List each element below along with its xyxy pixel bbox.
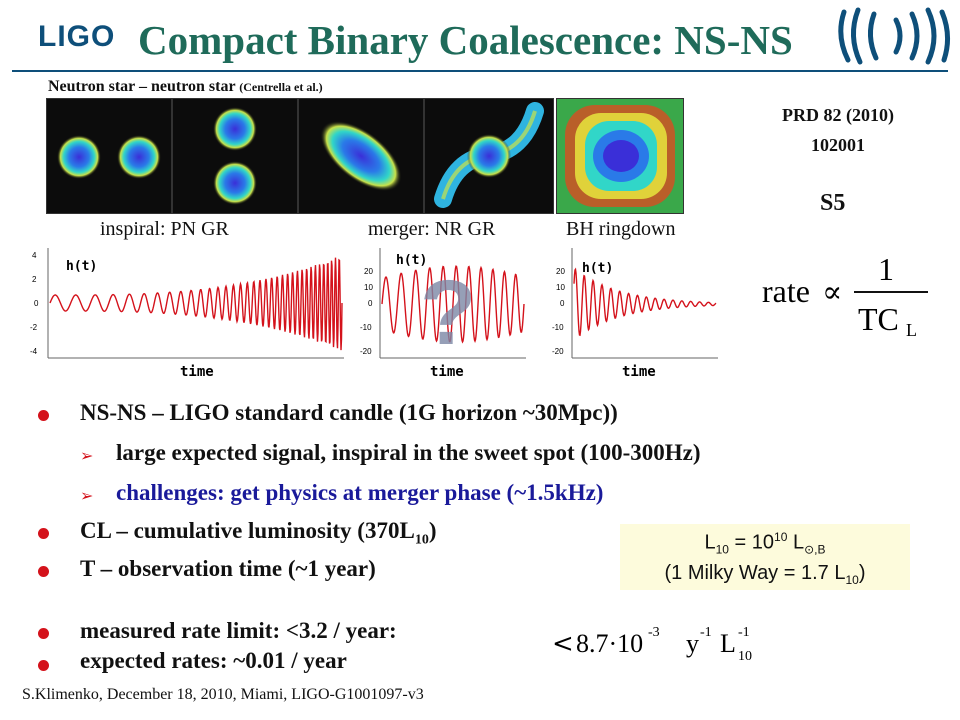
limit-unit-l-exp: -1 — [738, 625, 750, 640]
logo-text: LIGO — [38, 20, 116, 53]
less-than-icon: < — [552, 629, 574, 659]
l10-sub: 10 — [715, 542, 729, 557]
bullet-cl-sub: 10 — [414, 532, 429, 548]
question-mark-icon: ? — [420, 262, 476, 364]
tick-label: 4 — [32, 251, 37, 260]
inspiral-waveform-line — [49, 257, 343, 351]
bullet-dot — [38, 628, 49, 639]
simulation-caption-ref: (Centrella et al.) — [239, 80, 323, 94]
phase-label-merger: merger: NR GR — [368, 218, 496, 240]
bullet-dot — [38, 566, 49, 577]
limit-exponent: -3 — [648, 625, 660, 640]
bullet-observation-time: T – observation time (~1 year) — [80, 556, 376, 581]
rate-limit-formula: < 8.7·10 -3 y -1 L -1 10 — [552, 625, 752, 664]
tick-label: 2 — [32, 275, 37, 284]
run-label: S5 — [820, 190, 846, 216]
milky-way-tail: ) — [858, 562, 866, 584]
merger-waveform-plot: 20 10 0 -10 -20 h(t) ? time — [360, 242, 530, 382]
arrow-bullet-icon: ➢ — [80, 486, 94, 505]
merger-waveform-line — [381, 265, 525, 344]
tick-label: -2 — [30, 323, 38, 332]
milky-way-sub: 10 — [845, 573, 859, 587]
tick-label: -10 — [552, 323, 564, 332]
inspiral-waveform-plot: 4 2 0 -2 -4 h(t) time — [30, 242, 346, 382]
bullet-ns-ns: NS-NS – LIGO standard candle (1G horizon… — [80, 400, 618, 425]
bullet-dot — [38, 410, 49, 421]
sim-frame-3 — [298, 98, 424, 214]
arrow-bullet-icon: ➢ — [80, 446, 94, 465]
tick-label: 10 — [556, 283, 565, 292]
l10-definition-line-1: L10 = 1010 L⊙,B — [620, 530, 910, 557]
bullet-dot — [38, 528, 49, 539]
tick-label: -4 — [30, 347, 38, 356]
tick-label: 20 — [556, 267, 565, 276]
limit-unit-l: L — [720, 629, 736, 658]
tick-label: -20 — [360, 347, 372, 356]
bullet-cl: CL – cumulative luminosity (370L10) — [80, 518, 436, 549]
sim-frame-5 — [556, 98, 684, 214]
title-rule — [12, 70, 948, 72]
tick-label: 0 — [560, 299, 565, 308]
simulation-caption: Neutron star – neutron star (Centrella e… — [48, 78, 323, 96]
ringdown-waveform-line — [573, 267, 717, 337]
l10-solar-sub: ⊙,B — [804, 542, 826, 557]
tick-label: 0 — [34, 299, 39, 308]
tick-label: 10 — [364, 283, 373, 292]
rate-formula-subscript: L — [906, 320, 917, 338]
bullet-dot — [38, 660, 49, 671]
sim-frame-4 — [424, 98, 554, 214]
bullet-expected-signal: large expected signal, inspiral in the s… — [116, 440, 701, 465]
bullet-challenges: challenges: get physics at merger phase … — [116, 480, 604, 505]
bullet-cl-text: CL – cumulative luminosity (370L — [80, 518, 415, 543]
slide-title: Compact Binary Coalescence: NS-NS — [138, 17, 793, 63]
limit-unit-y: y — [686, 629, 699, 658]
rate-formula-lhs: rate — [762, 273, 810, 309]
rate-formula-numerator: 1 — [878, 251, 894, 287]
milky-way-text: (1 Milky Way = 1.7 L — [664, 562, 846, 584]
x-axis-label: time — [180, 364, 214, 380]
bullet-measured-limit: measured rate limit: <3.2 / year: — [80, 618, 397, 643]
x-axis-label: time — [430, 364, 464, 380]
tick-label: -10 — [360, 323, 372, 332]
tick-label: 0 — [368, 299, 373, 308]
tick-label: 20 — [364, 267, 373, 276]
l10-definition-line-2: (1 Milky Way = 1.7 L10) — [620, 562, 910, 587]
tick-label: -20 — [552, 347, 564, 356]
waveform-label: h(t) — [66, 259, 97, 274]
waveform-label: h(t) — [582, 261, 613, 276]
l10-text: L — [704, 531, 716, 554]
limit-unit-y-exp: -1 — [700, 625, 712, 640]
l10-definition-box: L10 = 1010 L⊙,B (1 Milky Way = 1.7 L10) — [620, 524, 910, 590]
waveform-label: h(t) — [396, 253, 427, 268]
phase-label-ringdown: BH ringdown — [566, 218, 676, 240]
sim-frame-1 — [46, 98, 172, 214]
reference-line-1: PRD 82 (2010) — [782, 105, 894, 125]
rate-formula-denominator: TC — [858, 301, 899, 337]
x-axis-label: time — [622, 364, 656, 380]
l10-eq: = 10 — [728, 531, 775, 554]
footer-citation: S.Klimenko, December 18, 2010, Miami, LI… — [22, 686, 424, 703]
bullet-cl-tail: ) — [428, 518, 437, 543]
ligo-arcs-logo-icon — [838, 7, 950, 65]
reference-citation: PRD 82 (2010) 102001 — [748, 100, 928, 160]
ligo-logo: LIGO — [38, 20, 115, 54]
limit-value: 8.7·10 — [576, 629, 643, 658]
l10-unit: L — [787, 531, 805, 554]
bullet-expected-rates: expected rates: ~0.01 / year — [80, 648, 347, 673]
phase-label-inspiral: inspiral: PN GR — [100, 218, 229, 240]
sim-frame-2 — [172, 98, 298, 214]
limit-unit-l-sub: 10 — [738, 649, 752, 664]
simulation-caption-text: Neutron star – neutron star — [48, 78, 236, 95]
reference-line-2: 102001 — [811, 135, 865, 155]
ringdown-waveform-plot: 20 10 0 -10 -20 h(t) time — [552, 242, 722, 382]
proportional-icon: ∝ — [822, 275, 842, 310]
l10-sup: 10 — [774, 530, 788, 544]
rate-formula: rate ∝ 1 TC L — [762, 251, 928, 338]
